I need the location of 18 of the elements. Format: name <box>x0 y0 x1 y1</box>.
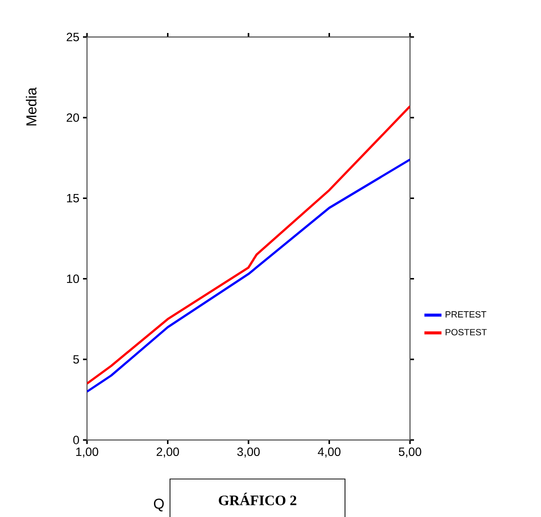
text: Q <box>154 498 164 512</box>
y-tick-label: 15 <box>67 194 79 202</box>
x-tick-label: 2,00 <box>156 448 179 458</box>
legend-label: POSTEST <box>446 328 487 336</box>
text: GRÁFICO 2 <box>218 492 296 506</box>
x-tick-label: 3,00 <box>237 448 260 458</box>
y-tick-label: 10 <box>67 274 80 284</box>
line-series <box>87 105 410 385</box>
line-series <box>87 158 410 393</box>
y-tick-label: 25 <box>66 32 79 42</box>
x-tick-label: 5,00 <box>398 448 422 458</box>
y-tick-label: 20 <box>66 113 80 122</box>
x-tick-label: 1,00 <box>76 448 98 458</box>
y-tick-label: 5 <box>73 355 79 364</box>
legend-label: PRETEST <box>446 311 486 318</box>
y-axis-title: Media <box>26 87 36 126</box>
x-tick-label: 4,00 <box>318 448 340 458</box>
y-tick-label: 0 <box>73 436 80 444</box>
